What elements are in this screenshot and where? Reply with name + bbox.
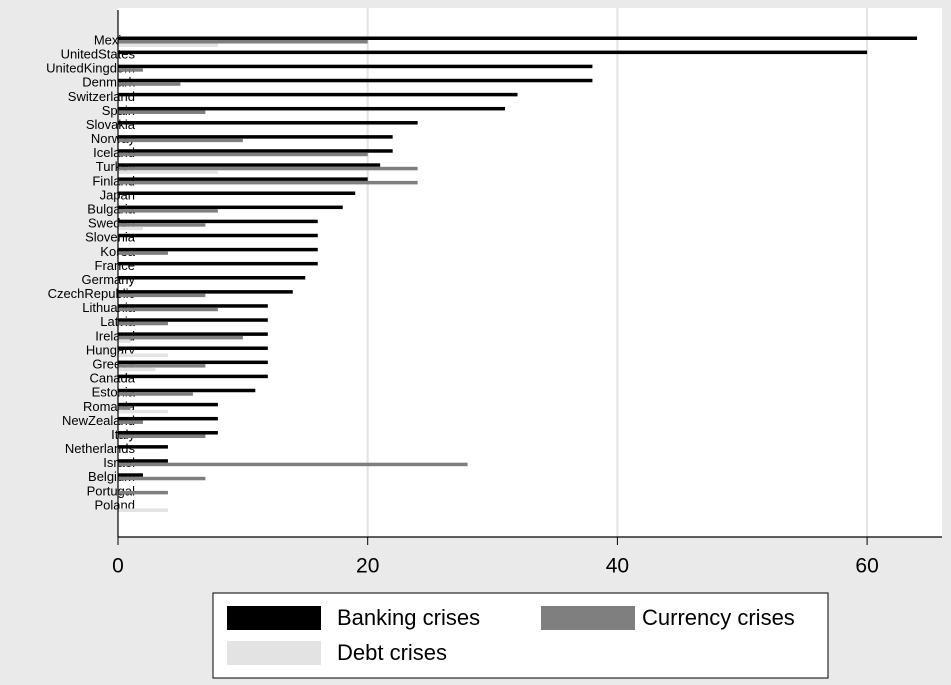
bar <box>118 261 318 266</box>
legend-swatch <box>227 641 321 665</box>
y-tick-label: Denmark <box>82 75 135 90</box>
bar <box>118 406 131 410</box>
bar <box>118 251 168 255</box>
bar <box>118 64 593 69</box>
y-tick-label: CzechRepublic <box>48 286 136 301</box>
bar <box>118 166 418 171</box>
bar <box>118 332 268 336</box>
bar <box>118 431 218 435</box>
bar <box>118 508 168 512</box>
y-tick-label: Bulgaria <box>87 202 135 217</box>
bar <box>118 219 318 224</box>
bar <box>118 304 268 308</box>
bar <box>118 335 243 340</box>
bar <box>118 388 256 393</box>
bar <box>118 191 356 195</box>
bar <box>118 233 318 238</box>
bar <box>118 135 393 139</box>
bar <box>118 402 218 407</box>
bar <box>118 420 143 424</box>
bar <box>118 138 243 143</box>
bar <box>118 92 518 97</box>
y-tick-label: UnitedStates <box>61 47 136 62</box>
bar <box>118 490 168 495</box>
bar <box>118 290 293 294</box>
bar <box>118 318 268 322</box>
bar <box>118 149 393 153</box>
bar <box>118 476 206 481</box>
bar <box>118 409 168 414</box>
bar <box>118 163 381 167</box>
bar <box>118 416 218 421</box>
bar <box>118 339 131 343</box>
bar <box>118 321 168 326</box>
y-tick-label: Belgium <box>88 469 135 484</box>
y-tick-label: Canada <box>89 371 135 386</box>
bar <box>118 78 593 83</box>
x-tick-label: 20 <box>356 555 379 578</box>
legend-label: Debt crises <box>337 640 447 665</box>
bar <box>118 364 206 368</box>
bar <box>118 392 193 396</box>
bar <box>118 43 218 47</box>
bar <box>118 223 206 227</box>
bar <box>118 445 168 449</box>
bar <box>118 106 506 111</box>
bar <box>118 276 306 280</box>
bar <box>118 346 268 350</box>
bar <box>118 68 143 72</box>
y-tick-label: Iceland <box>93 145 135 160</box>
y-tick-label: France <box>95 258 135 273</box>
bar <box>118 121 418 125</box>
x-tick-label: 0 <box>112 555 124 578</box>
y-tick-label: NewZealand <box>62 413 135 428</box>
x-tick-label: 40 <box>606 555 629 578</box>
bar <box>118 459 168 463</box>
bar <box>118 473 143 477</box>
y-tick-label: Slovenia <box>85 230 136 245</box>
bar <box>118 110 206 114</box>
plot-area <box>118 8 942 537</box>
y-tick-label: Japan <box>100 187 135 202</box>
bar <box>118 50 868 55</box>
y-tick-label: Germany <box>82 272 136 287</box>
y-tick-label: Finland <box>92 173 135 188</box>
bar <box>118 353 168 357</box>
bar <box>118 434 206 439</box>
bar <box>118 152 368 157</box>
legend-swatch <box>541 606 635 630</box>
legend-label: Banking crises <box>337 605 480 630</box>
bar <box>118 367 156 372</box>
x-tick-label: 60 <box>855 555 878 578</box>
legend-swatch <box>227 606 321 630</box>
bar <box>118 177 368 181</box>
bar <box>118 82 181 86</box>
bar <box>118 462 468 467</box>
y-tick-label: Portugal <box>87 483 136 498</box>
legend-label: Currency crises <box>642 605 795 630</box>
bar <box>118 180 418 185</box>
bar <box>118 247 318 252</box>
bar <box>118 226 143 231</box>
y-tick-label: Estonia <box>92 385 136 400</box>
y-tick-label: UnitedKingdom <box>46 61 135 76</box>
bar <box>118 293 206 298</box>
bar <box>118 40 368 44</box>
y-tick-label: Norway <box>91 131 136 146</box>
bar <box>118 36 918 40</box>
y-tick-label: Slovakia <box>86 117 136 132</box>
bar <box>118 307 218 312</box>
y-tick-label: Lithuania <box>82 300 136 315</box>
bar <box>118 170 218 174</box>
bar <box>118 360 268 365</box>
bar <box>118 374 268 379</box>
bar <box>118 205 343 210</box>
bar <box>118 209 218 213</box>
